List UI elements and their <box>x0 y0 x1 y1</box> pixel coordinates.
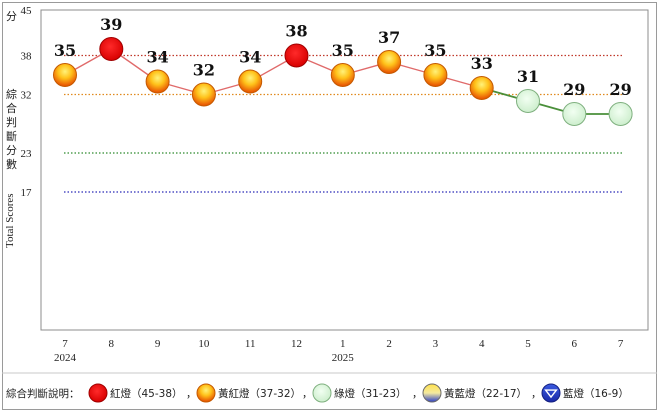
x-tick-label: 1 <box>340 338 346 350</box>
year-label: 2025 <box>332 352 355 364</box>
y-tick-label: 17 <box>21 187 33 199</box>
signal-point-green <box>516 89 540 113</box>
signal-point-yellow-red <box>191 82 216 107</box>
x-tick-label: 2 <box>386 338 392 350</box>
y-tick-label: 38 <box>21 51 33 63</box>
x-tick-label: 5 <box>525 338 531 350</box>
legend-separator: ， <box>302 388 313 400</box>
data-label: 37 <box>378 28 400 47</box>
legend-label: 黃紅燈（37-32） <box>218 387 301 400</box>
signal-point-yellow-red <box>53 63 77 87</box>
y-axis-label-en: Total Scores <box>4 193 16 248</box>
x-tick-label: 7 <box>618 338 624 350</box>
x-tick-label: 6 <box>572 338 578 350</box>
data-label: 38 <box>285 22 307 41</box>
y-axis-label-char: 數 <box>6 158 17 171</box>
x-tick-label: 4 <box>479 338 485 350</box>
data-label: 34 <box>146 48 168 67</box>
y-axis-label-char: 合 <box>6 101 17 115</box>
data-label: 31 <box>517 67 539 86</box>
signal-point-yellow-red <box>377 50 402 74</box>
signal-point-red <box>99 37 124 61</box>
data-label: 32 <box>193 61 215 80</box>
y-tick-label: 32 <box>21 90 32 102</box>
legend-label: 藍燈（16-9） <box>563 387 629 400</box>
x-tick-label: 9 <box>155 338 161 350</box>
legend-icon-red <box>88 383 108 403</box>
data-label: 29 <box>609 80 631 99</box>
legend-icon-blue <box>541 383 561 403</box>
data-label: 35 <box>54 41 76 60</box>
y-tick-label: 23 <box>21 148 33 160</box>
y-tick-label: 45 <box>21 5 33 17</box>
y-axis-label-char: 綜 <box>6 87 17 101</box>
y-axis-label-char: 分 <box>6 144 17 157</box>
signal-point-red <box>284 43 309 68</box>
legend-separator: ， <box>531 388 542 400</box>
data-label: 35 <box>332 41 354 60</box>
signal-point-yellow-red <box>423 63 448 87</box>
signal-point-yellow-red <box>330 63 355 87</box>
year-label: 2024 <box>54 352 77 364</box>
legend-title: 綜合判斷說明： <box>6 387 80 400</box>
legend: 綜合判斷說明： 紅燈（45-38），黃紅燈（37-32），綠燈（31-23），黃… <box>6 383 629 403</box>
data-label: 35 <box>424 41 446 60</box>
plot-area <box>40 9 649 331</box>
y-axis-ticks: 17 23 32 38 45 <box>21 5 33 199</box>
x-tick-label: 3 <box>433 338 439 350</box>
x-tick-label: 10 <box>198 338 210 350</box>
signal-point-green <box>608 102 633 126</box>
x-tick-label: 11 <box>245 338 256 350</box>
x-tick-label: 8 <box>109 338 115 350</box>
signal-point-yellow-red <box>238 69 263 94</box>
signal-point-green <box>562 102 587 126</box>
x-tick-label: 7 <box>62 338 68 350</box>
legend-icon-yellow-blue <box>422 383 442 403</box>
signal-point-yellow-red <box>469 76 494 100</box>
signal-point-yellow-red <box>145 69 170 94</box>
legend-icon-green <box>312 383 332 403</box>
legend-label: 綠燈（31-23） <box>334 387 407 400</box>
legend-label: 紅燈（45-38） <box>110 387 183 400</box>
x-tick-label: 12 <box>291 338 302 350</box>
y-unit-label: 分 <box>6 10 17 23</box>
legend-separator: ， <box>186 388 197 400</box>
y-axis-label-char: 斷 <box>6 130 17 143</box>
y-axis-label-char: 判 <box>6 116 17 129</box>
data-label: 34 <box>239 48 261 67</box>
legend-separator: ， <box>412 388 423 400</box>
data-labels: 35 39 34 32 34 38 35 37 35 33 31 29 29 <box>54 15 632 99</box>
data-label: 29 <box>563 80 585 99</box>
data-label: 39 <box>100 15 122 34</box>
data-label: 33 <box>471 54 493 73</box>
series-points <box>53 37 633 126</box>
legend-label: 黃藍燈（22-17） <box>444 387 527 400</box>
legend-icon-yellow-red <box>196 383 216 403</box>
